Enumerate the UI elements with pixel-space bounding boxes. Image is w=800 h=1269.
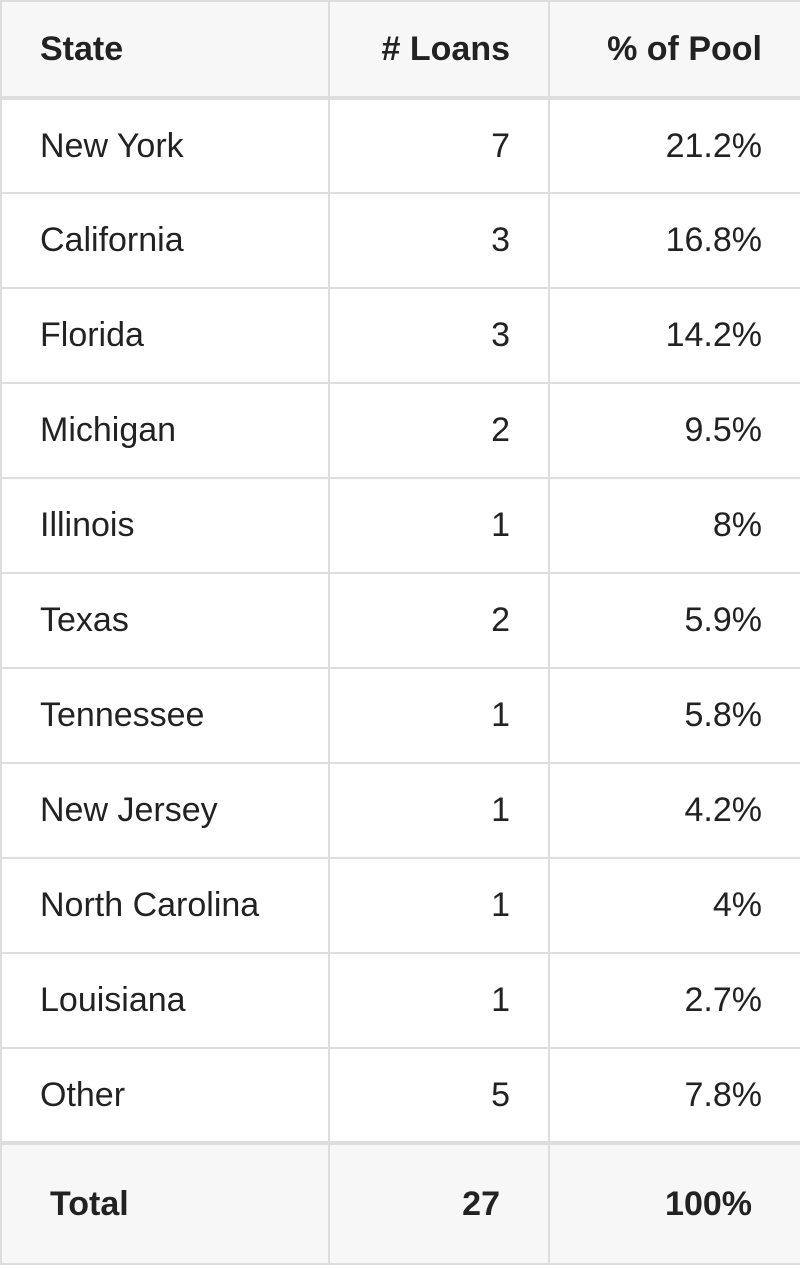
table-row: Other 5 7.8% [0,1047,800,1144]
table-body: New York 7 21.2% California 3 16.8% Florida 3 14… [0,97,800,1144]
table-cell: North Carolina [0,857,330,954]
table-cell: New Jersey [0,762,330,859]
table-cell: New York [0,97,330,194]
table-cell: 1 [328,857,550,954]
table-cell: 4% [548,857,800,954]
table-row: North Carolina 1 4% [0,857,800,954]
total-row: Total 27 100% [0,1141,800,1265]
table-cell: 5 [328,1047,550,1144]
table-cell: 5.8% [548,667,800,764]
table-cell: 4.2% [548,762,800,859]
table-cell: 2 [328,382,550,479]
table-cell: 1 [328,762,550,859]
table-footer: Total 27 100% [0,1141,800,1265]
table-cell: California [0,192,330,289]
total-cell: 27 [328,1141,550,1265]
table-row: New Jersey 1 4.2% [0,762,800,859]
header-cell: % of Pool [548,0,800,100]
table-cell: 16.8% [548,192,800,289]
table-cell: 9.5% [548,382,800,479]
table-header: State # Loans% of Pool [0,0,800,100]
table-cell: 7.8% [548,1047,800,1144]
table-cell: 2 [328,572,550,669]
table-row: Michigan 2 9.5% [0,382,800,479]
table-cell: 1 [328,952,550,1049]
header-cell: State [0,0,330,100]
header-cell: # Loans [328,0,550,100]
table-cell: Louisiana [0,952,330,1049]
table-cell: Michigan [0,382,330,479]
total-cell: 100% [548,1141,800,1265]
table-cell: 8% [548,477,800,574]
table-row: Texas 2 5.9% [0,572,800,669]
table-cell: 5.9% [548,572,800,669]
table-cell: 21.2% [548,97,800,194]
table-cell: 3 [328,287,550,384]
table-cell: Tennessee [0,667,330,764]
table-cell: Illinois [0,477,330,574]
table-cell: Florida [0,287,330,384]
table-row: Florida 3 14.2% [0,287,800,384]
table-cell: 3 [328,192,550,289]
header-row: State # Loans% of Pool [0,0,800,100]
table-row: California 3 16.8% [0,192,800,289]
table-cell: 2.7% [548,952,800,1049]
table-cell: 7 [328,97,550,194]
table-row: New York 7 21.2% [0,97,800,194]
table-cell: 1 [328,667,550,764]
table-cell: Other [0,1047,330,1144]
table-cell: 14.2% [548,287,800,384]
table-row: Illinois 1 8% [0,477,800,574]
total-cell: Total [0,1141,330,1265]
table-cell: Texas [0,572,330,669]
table-row: Tennessee 1 5.8% [0,667,800,764]
table-row: Louisiana 1 2.7% [0,952,800,1049]
table-cell: 1 [328,477,550,574]
